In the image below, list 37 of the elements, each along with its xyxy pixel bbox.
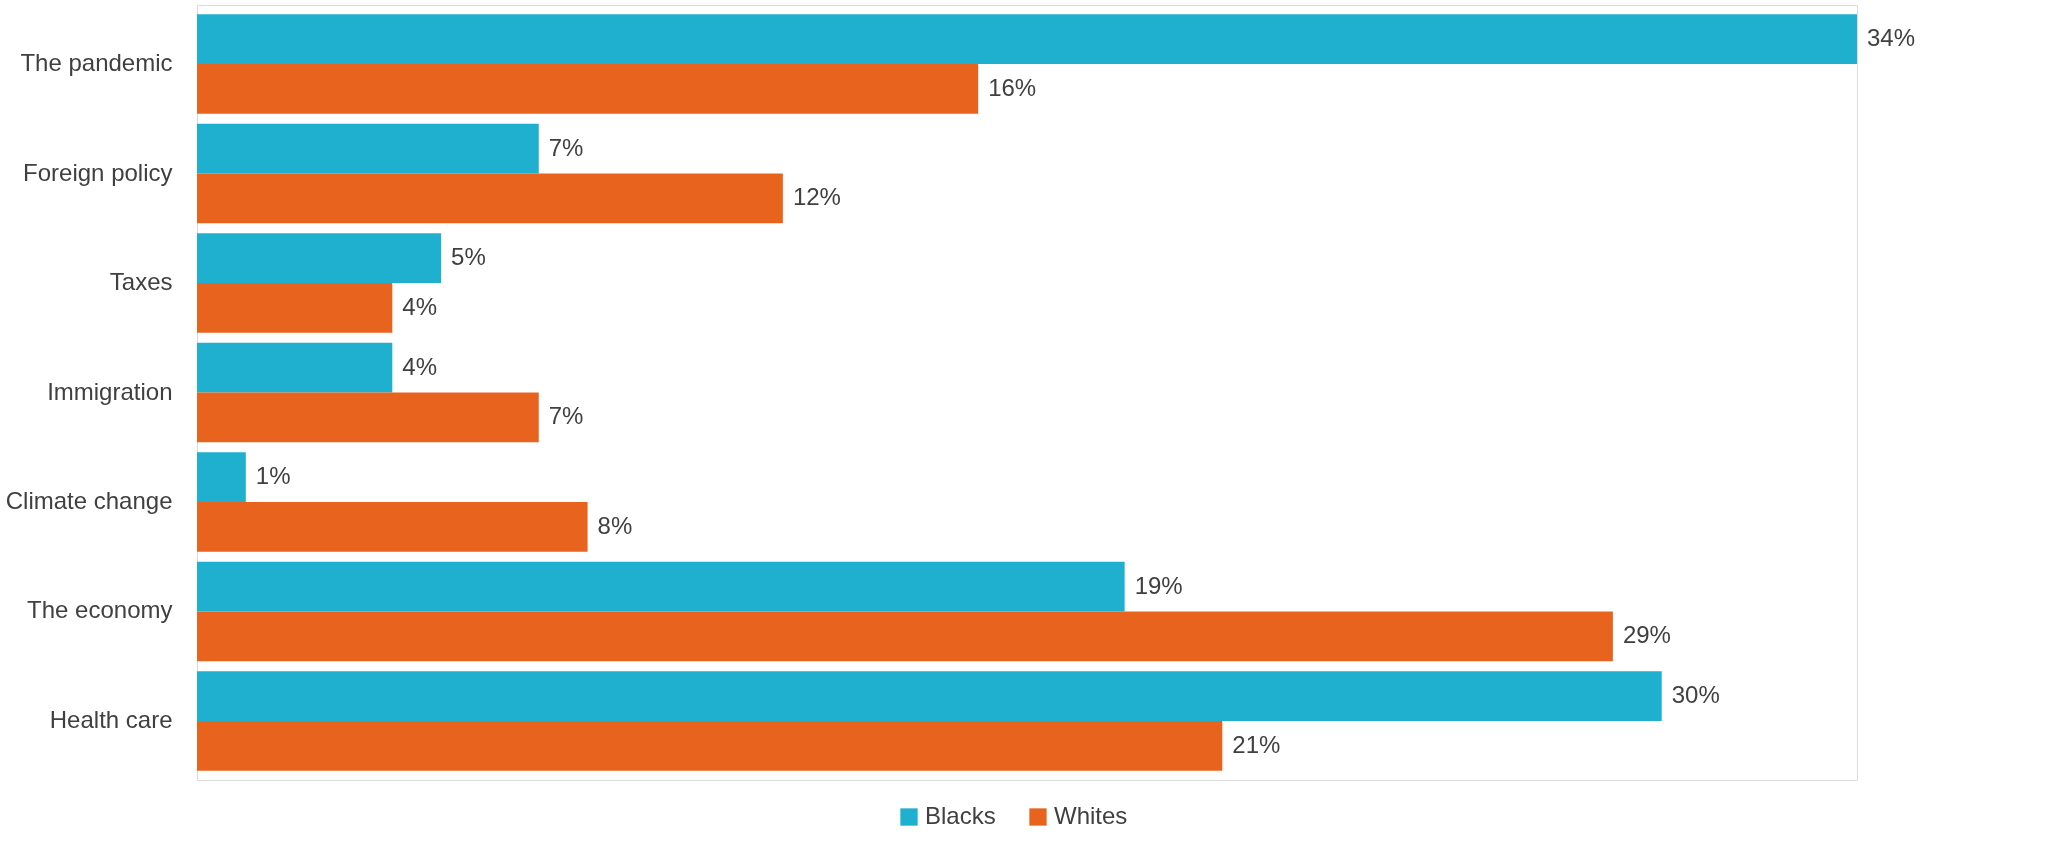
bar: [197, 561, 1125, 612]
data-label: 30%: [1671, 681, 1720, 709]
data-label: 21%: [1232, 730, 1281, 758]
data-label: 7%: [548, 133, 584, 161]
data-label: 4%: [402, 292, 437, 320]
data-label: 7%: [548, 402, 584, 430]
y-tick-label: Health care: [49, 705, 173, 733]
bar: [197, 64, 979, 114]
bar: [197, 123, 539, 174]
bar: [197, 233, 442, 284]
y-tick-label: The pandemic: [20, 49, 173, 77]
data-label: 1%: [255, 462, 291, 490]
y-tick-label: Taxes: [109, 268, 173, 296]
bar: [197, 342, 393, 393]
bar: [197, 14, 1857, 65]
legend-label: Blacks: [925, 802, 996, 829]
bar: [197, 671, 1662, 721]
bar: [197, 283, 393, 333]
y-tick-label: The economy: [27, 596, 173, 624]
data-label: 16%: [988, 73, 1037, 101]
bar: [197, 501, 588, 552]
bar: [197, 452, 246, 502]
data-label: 12%: [792, 183, 841, 211]
data-label: 34%: [1867, 24, 1916, 52]
bar: [197, 611, 1613, 662]
bar: [197, 173, 783, 224]
data-label: 4%: [402, 352, 437, 380]
y-tick-label: Immigration: [47, 377, 173, 405]
legend-label: Whites: [1054, 802, 1128, 829]
y-tick-label: Climate change: [5, 486, 173, 514]
bar: [197, 392, 539, 443]
data-label: 5%: [451, 243, 486, 271]
bar: [197, 720, 1223, 771]
data-label: 19%: [1134, 571, 1183, 599]
data-label: 8%: [597, 511, 633, 539]
data-label: 29%: [1622, 621, 1671, 649]
y-tick-label: Foreign policy: [23, 158, 173, 186]
